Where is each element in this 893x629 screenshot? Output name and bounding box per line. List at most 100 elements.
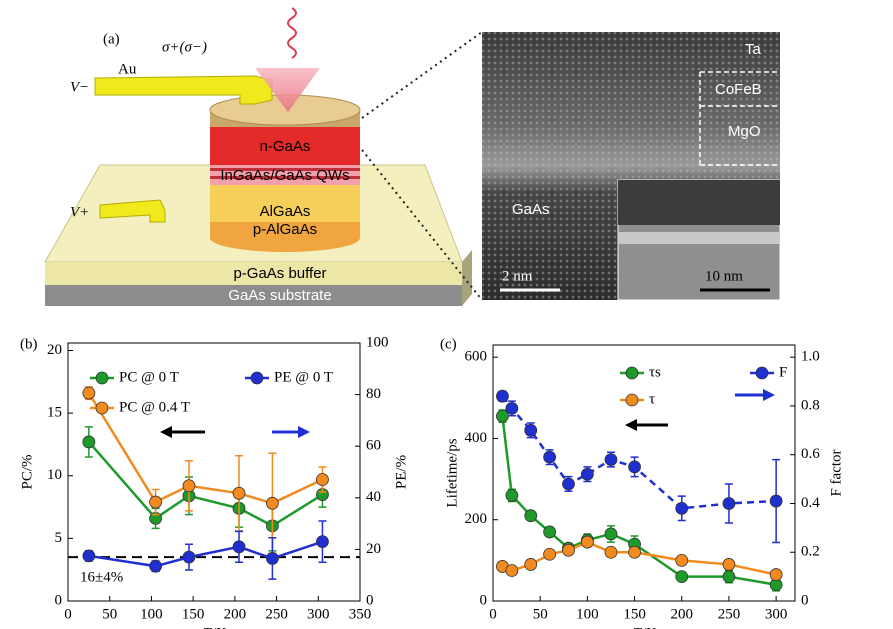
- marker: [525, 424, 537, 436]
- contact-top: [95, 76, 272, 104]
- x-tick-label: 350: [349, 606, 372, 622]
- x-axis-label: T/K: [633, 625, 657, 629]
- y-tick-label: 0: [480, 592, 488, 608]
- contact-label: Au: [118, 61, 137, 77]
- axis-arrow-head: [625, 419, 637, 431]
- legend-marker: [626, 394, 638, 406]
- marker: [544, 526, 556, 538]
- y2-axis-label: PE/%: [393, 455, 409, 489]
- series-line: [502, 396, 776, 508]
- x-tick-label: 300: [765, 606, 788, 622]
- inset-band: [618, 232, 780, 244]
- marker: [83, 387, 95, 399]
- marker: [183, 551, 195, 563]
- scale-label: 10 nm: [705, 268, 743, 284]
- marker: [150, 496, 162, 508]
- y-tick-label: 5: [55, 530, 63, 546]
- y2-tick-label: 0.2: [801, 544, 820, 560]
- layer-label: p-GaAs buffer: [233, 265, 326, 282]
- y-axis-label: PC/%: [19, 454, 35, 489]
- marker: [183, 480, 195, 492]
- series-line: [502, 416, 776, 585]
- tem-label: MgO: [728, 123, 761, 140]
- zoom-line: [362, 32, 482, 118]
- marker: [676, 571, 688, 583]
- marker: [266, 497, 278, 509]
- layer-label: n-GaAs: [260, 138, 311, 155]
- marker: [581, 536, 593, 548]
- marker: [525, 510, 537, 522]
- tem-image: [482, 32, 780, 300]
- layer-label: p-AlGaAs: [253, 221, 317, 238]
- x-tick-label: 0: [64, 606, 72, 622]
- marker: [83, 550, 95, 562]
- marker: [506, 402, 518, 414]
- axis-arrow-head: [160, 426, 172, 438]
- tem-label: GaAs: [512, 201, 550, 218]
- y-tick-label: 10: [47, 467, 62, 483]
- y2-tick-label: 20: [366, 541, 381, 557]
- figure: (a) σ+(σ−) Au V− V+ n-GaAs InGaAs/GaAs Q…: [0, 0, 893, 629]
- y2-tick-label: 80: [366, 386, 381, 402]
- annotation: 16±4%: [80, 569, 123, 585]
- marker: [506, 489, 518, 501]
- marker: [605, 454, 617, 466]
- marker: [676, 502, 688, 514]
- marker: [316, 474, 328, 486]
- y2-tick-label: 1.0: [801, 349, 820, 365]
- marker: [723, 497, 735, 509]
- voltage-label: V+: [70, 204, 89, 220]
- y2-tick-label: 0.8: [801, 397, 820, 413]
- marker: [316, 536, 328, 548]
- marker: [723, 571, 735, 583]
- x-axis-label: T/K: [203, 625, 227, 629]
- marker: [544, 451, 556, 463]
- x-tick-label: 0: [489, 606, 497, 622]
- legend-label: F: [779, 364, 787, 380]
- marker: [563, 544, 575, 556]
- axis-arrow-head: [298, 426, 310, 438]
- legend-label: τs: [649, 364, 661, 380]
- marker: [266, 552, 278, 564]
- series-line: [89, 542, 323, 567]
- marker: [83, 436, 95, 448]
- legend-marker: [756, 367, 768, 379]
- marker: [233, 541, 245, 553]
- y-tick-label: 400: [465, 430, 488, 446]
- excitation-label: σ+(σ−): [162, 39, 207, 55]
- series-line: [89, 442, 323, 526]
- y-tick-label: 15: [47, 405, 62, 421]
- photon: [288, 8, 296, 58]
- marker: [629, 461, 641, 473]
- y-tick-label: 600: [465, 349, 488, 365]
- marker: [676, 554, 688, 566]
- x-tick-label: 100: [140, 606, 163, 622]
- marker: [770, 569, 782, 581]
- y-tick-label: 20: [47, 342, 62, 358]
- x-tick-label: 200: [224, 606, 247, 622]
- y2-tick-label: 0: [801, 592, 809, 608]
- y2-tick-label: 0: [366, 592, 374, 608]
- layer-label: GaAs substrate: [228, 287, 331, 304]
- legend-marker: [96, 372, 108, 384]
- x-tick-label: 250: [265, 606, 288, 622]
- marker: [629, 546, 641, 558]
- y-axis-label: Lifetime/ps: [444, 438, 460, 507]
- legend-label: τ: [649, 391, 655, 407]
- layer-label: AlGaAs: [260, 203, 311, 220]
- marker: [605, 528, 617, 540]
- marker: [605, 546, 617, 558]
- legend-label: PE @ 0 T: [274, 369, 333, 385]
- device-schematic: [45, 8, 482, 306]
- y-tick-label: 0: [55, 592, 63, 608]
- x-tick-label: 150: [182, 606, 205, 622]
- panel-label: (c): [440, 336, 457, 352]
- x-tick-label: 50: [102, 606, 117, 622]
- marker: [233, 487, 245, 499]
- panel-label: (b): [20, 336, 38, 352]
- y2-tick-label: 100: [366, 334, 389, 350]
- axis-arrow-head: [763, 389, 775, 401]
- plot-frame: [493, 345, 795, 601]
- x-tick-label: 300: [307, 606, 330, 622]
- scale-label: 2 nm: [502, 268, 533, 284]
